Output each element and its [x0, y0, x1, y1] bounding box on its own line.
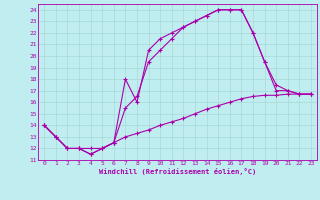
X-axis label: Windchill (Refroidissement éolien,°C): Windchill (Refroidissement éolien,°C): [99, 168, 256, 175]
